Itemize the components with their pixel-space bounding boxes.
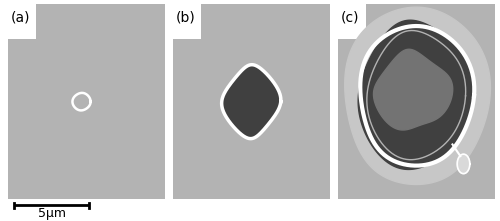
Polygon shape <box>457 154 470 174</box>
Bar <box>8 4 36 39</box>
Polygon shape <box>222 65 281 139</box>
Polygon shape <box>344 7 490 185</box>
Text: (a): (a) <box>10 10 30 24</box>
Text: (b): (b) <box>176 10 196 24</box>
Text: (c): (c) <box>340 10 359 24</box>
Polygon shape <box>374 49 452 130</box>
Text: 5μm: 5μm <box>38 207 66 220</box>
Polygon shape <box>358 20 474 170</box>
Bar <box>338 4 366 39</box>
Bar <box>172 4 201 39</box>
